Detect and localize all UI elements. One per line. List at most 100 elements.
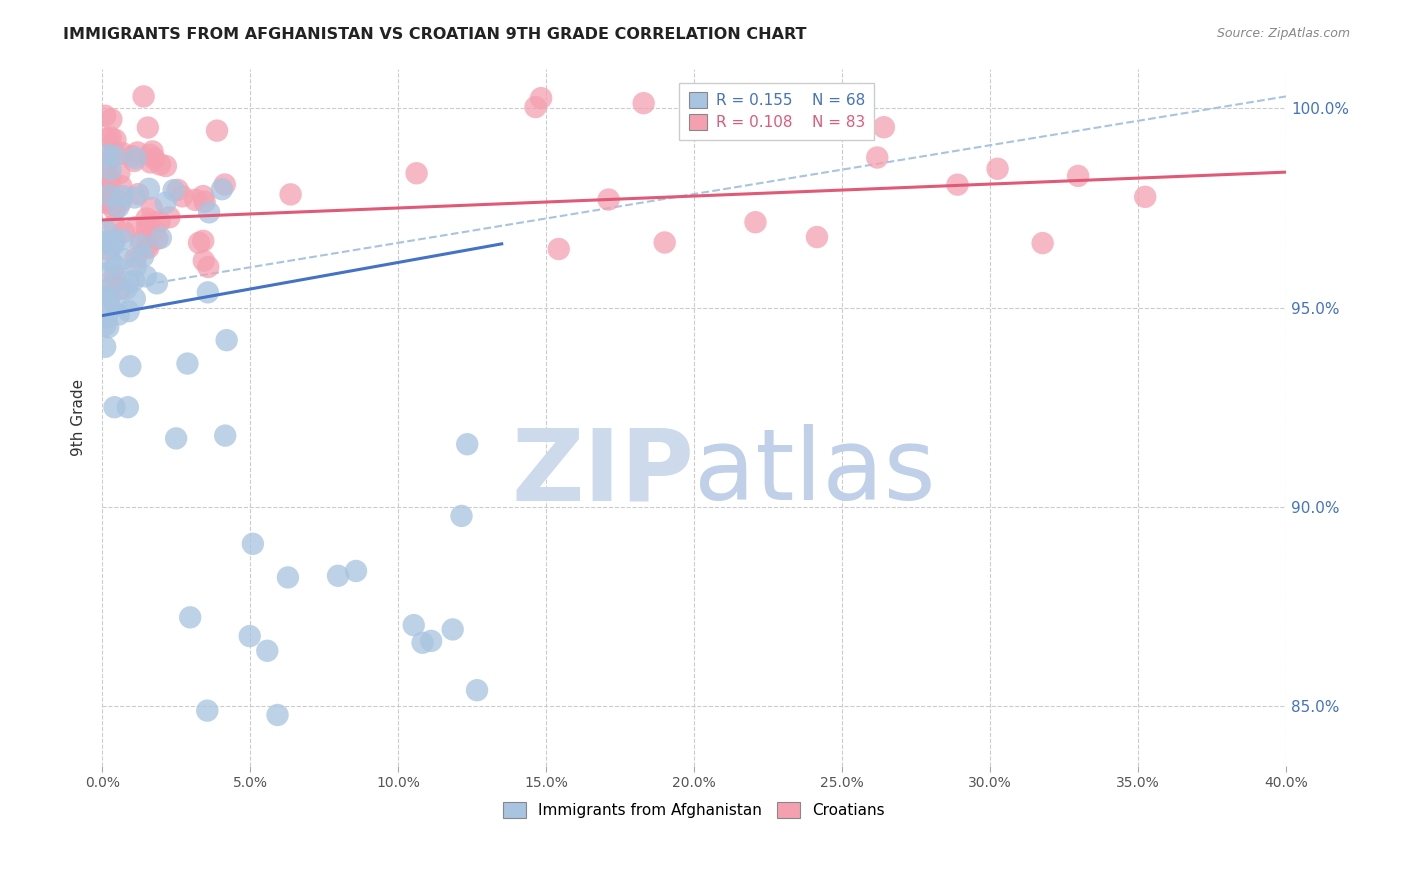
Point [111,189,134,203]
Point [149,157,172,171]
Point [96,148,118,162]
Point [191,189,214,203]
Point [121,149,143,163]
Point [100,162,122,177]
Point [420,633,443,648]
Point [135,269,157,284]
Point [176,357,198,371]
Point [138,216,160,230]
Point [214,428,236,442]
Point [129,238,152,252]
Point [143,225,166,239]
Point [205,123,228,137]
Point [96,162,118,177]
Point [111,233,134,247]
Point [197,285,219,300]
Point [946,178,969,192]
Text: atlas: atlas [695,425,936,522]
Text: ZIP: ZIP [512,425,695,522]
Point [132,89,155,103]
Point [94,288,117,302]
Point [165,431,187,445]
Point [104,133,127,147]
Point [124,190,146,204]
Point [266,708,288,723]
Point [117,401,139,415]
Point [110,179,132,194]
Point [127,145,149,160]
Point [132,249,155,263]
Point [103,149,125,163]
Point [214,178,236,192]
Text: Source: ZipAtlas.com: Source: ZipAtlas.com [1216,27,1350,40]
Point [94,194,117,209]
Point [149,214,172,228]
Point [873,120,896,135]
Point [96,155,118,169]
Point [456,437,478,451]
Point [146,277,169,291]
Point [94,186,117,200]
Point [143,152,166,166]
Point [654,235,676,250]
Point [239,629,262,643]
Point [98,170,121,185]
Point [97,185,120,199]
Point [97,320,120,334]
Point [146,232,169,246]
Point [104,259,127,273]
Point [162,183,184,197]
Point [405,166,427,180]
Point [806,230,828,244]
Point [125,220,148,235]
Point [122,153,145,168]
Point [547,242,569,256]
Point [524,100,547,114]
Point [141,145,163,159]
Point [94,235,117,249]
Point [598,193,620,207]
Point [103,401,125,415]
Point [98,265,121,279]
Point [97,297,120,311]
Point [111,146,134,161]
Point [117,275,139,289]
Point [193,253,215,268]
Point [280,187,302,202]
Point [97,282,120,296]
Point [215,333,238,347]
Point [94,109,117,123]
Point [166,183,188,197]
Point [108,166,131,180]
Point [256,644,278,658]
Point [866,151,889,165]
Point [135,211,157,226]
Point [98,290,121,304]
Point [987,161,1010,176]
Point [139,155,162,169]
Point [450,508,472,523]
Point [94,223,117,237]
Point [193,234,215,248]
Point [96,189,118,203]
Point [184,193,207,207]
Point [117,304,139,318]
Point [465,683,488,698]
Point [94,196,117,211]
Point [149,231,172,245]
Legend: Immigrants from Afghanistan, Croatians: Immigrants from Afghanistan, Croatians [496,797,891,824]
Point [110,195,132,210]
Point [110,282,132,296]
Point [98,188,121,202]
Y-axis label: 9th Grade: 9th Grade [72,378,86,456]
Point [122,273,145,287]
Point [402,618,425,632]
Point [195,704,218,718]
Point [530,91,553,105]
Point [139,148,162,162]
Point [125,260,148,274]
Point [135,239,157,253]
Point [172,189,194,203]
Point [98,253,121,268]
Point [103,218,125,232]
